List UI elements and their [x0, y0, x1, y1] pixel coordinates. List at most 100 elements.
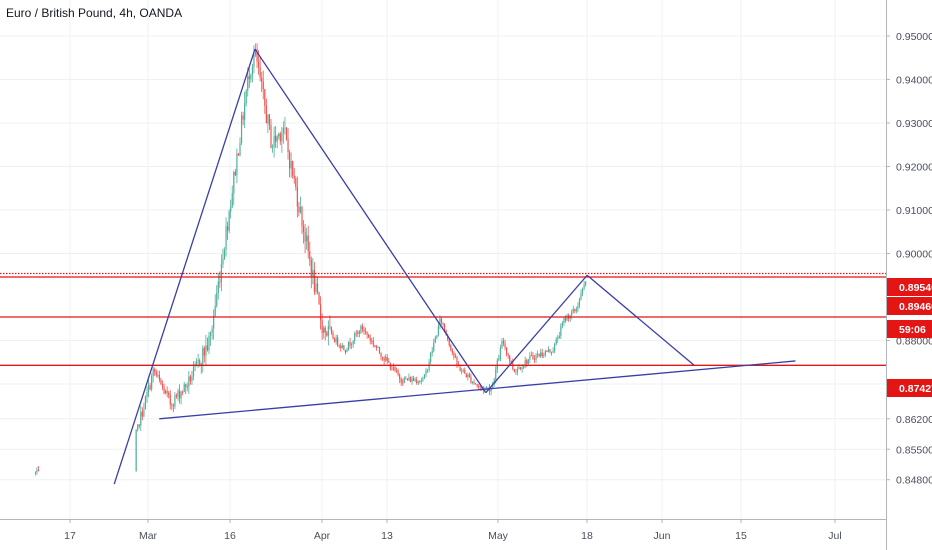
candle-body-42 [196, 361, 198, 365]
candle-body-26 [171, 404, 173, 406]
candle-body-158 [375, 346, 377, 348]
candle-body-239 [501, 341, 503, 349]
trend-drawings[interactable] [113, 48, 796, 485]
candle-body-5 [138, 424, 140, 426]
projection-line[interactable] [586, 274, 695, 366]
candle-body-128 [329, 326, 331, 328]
candle-body-137 [343, 345, 345, 350]
price-tick-label-9: 0.85500 [896, 444, 932, 456]
candle-body-49 [206, 345, 209, 351]
candle-body-290 [580, 293, 582, 300]
candle-body-224 [478, 385, 480, 387]
candle-body-90 [270, 125, 272, 148]
support-line[interactable] [159, 360, 796, 420]
price-tick-label-1: 0.94000 [896, 75, 932, 87]
candle-body-73 [244, 103, 246, 120]
candle-body-141 [349, 341, 351, 346]
candle-body-166 [388, 361, 390, 363]
fall-line[interactable] [254, 48, 487, 394]
candle-body-21 [163, 386, 165, 394]
candle-body-91 [271, 146, 274, 148]
candle-body-192 [428, 362, 430, 370]
time-tick-label-7: Jun [654, 530, 671, 542]
time-axis[interactable]: 17 Mar 16 Apr 13 May 18 Jun 15 Jul [0, 519, 886, 550]
candle-body-210 [456, 357, 458, 365]
candle-body-271 [550, 351, 553, 353]
candle-body-78 [251, 66, 253, 75]
candle-body-212 [459, 366, 461, 372]
candle-body-257 [529, 355, 531, 360]
candle-body-255 [526, 360, 528, 364]
candle-body-280 [564, 318, 567, 321]
price-tick-label-2: 0.93000 [896, 118, 932, 130]
candle-body-7 [141, 411, 143, 417]
candle-body-202 [444, 324, 446, 331]
candle-body-229 [485, 387, 488, 389]
candle-body-168 [391, 368, 393, 370]
time-tick-label-3: Apr [314, 530, 331, 542]
candle-body-59 [222, 259, 224, 265]
candle-body-266 [543, 355, 545, 357]
candle-body-109 [299, 207, 302, 213]
candle-body-193 [430, 353, 432, 363]
candle-body-83 [259, 67, 261, 78]
candle-body-180 [409, 377, 412, 382]
candle-body-145 [355, 333, 357, 335]
candle-body-54 [214, 305, 216, 316]
candle-body-110 [301, 207, 303, 227]
candle-body-218 [468, 374, 470, 377]
candle-body-114 [307, 235, 309, 252]
candle-body-214 [462, 369, 464, 371]
candle-body-157 [374, 345, 376, 347]
candle-body-216 [465, 373, 467, 378]
candle-body-3 [135, 429, 137, 472]
candle-body-119 [315, 283, 317, 292]
price-tick-label-10: 0.84800 [896, 475, 932, 487]
candle-body-219 [470, 376, 472, 383]
candle-body-147 [358, 331, 360, 334]
candle-body-124 [323, 327, 325, 333]
candle-body-221 [473, 381, 475, 384]
candle-body-267 [544, 350, 546, 356]
candle-body-240 [502, 341, 505, 344]
candle-body-29 [175, 395, 178, 397]
candle-body-18 [158, 374, 160, 380]
candle-body-139 [346, 349, 348, 353]
candle-body-197 [436, 335, 438, 338]
price-axis[interactable]: 0.95000 0.94000 0.93000 0.92000 0.91000 0.900… [886, 0, 932, 550]
bounce-line[interactable] [485, 274, 588, 394]
price-tick-label-8: 0.86200 [896, 414, 932, 426]
candle-body-102 [289, 152, 291, 169]
candle-body-215 [464, 369, 466, 374]
candle-body-50 [208, 335, 210, 351]
candle-body-199 [439, 318, 441, 326]
candle-body-19 [160, 379, 162, 385]
price-tag-text-3: 0.87427 [899, 383, 932, 395]
candle-body-66 [233, 171, 235, 194]
candle-body-8 [143, 409, 145, 417]
candle-body-150 [363, 329, 365, 332]
rise-line[interactable] [113, 48, 256, 485]
candle-body-55 [216, 292, 218, 306]
candle-body-67 [234, 171, 236, 176]
horizontal-lines[interactable] [0, 272, 886, 366]
candle-body-20 [161, 384, 164, 387]
candle-body-189 [423, 374, 426, 379]
candlesticks [34, 43, 587, 476]
candle-body-34 [183, 384, 185, 393]
candle-body-88 [267, 114, 269, 124]
candle-body-250 [518, 367, 520, 370]
candle-body-153 [368, 334, 370, 338]
candle-body-205 [448, 339, 450, 346]
candle-body-213 [461, 370, 463, 372]
candle-body-46 [202, 348, 204, 367]
candle-body-176 [403, 378, 405, 383]
candle-body-194 [431, 350, 433, 354]
price-tag-1 [887, 297, 932, 315]
candle-body-4 [137, 424, 139, 430]
price-tick-label-6: 0.88000 [896, 336, 932, 348]
candle-body-156 [372, 340, 374, 346]
candle-body-169 [392, 366, 395, 370]
